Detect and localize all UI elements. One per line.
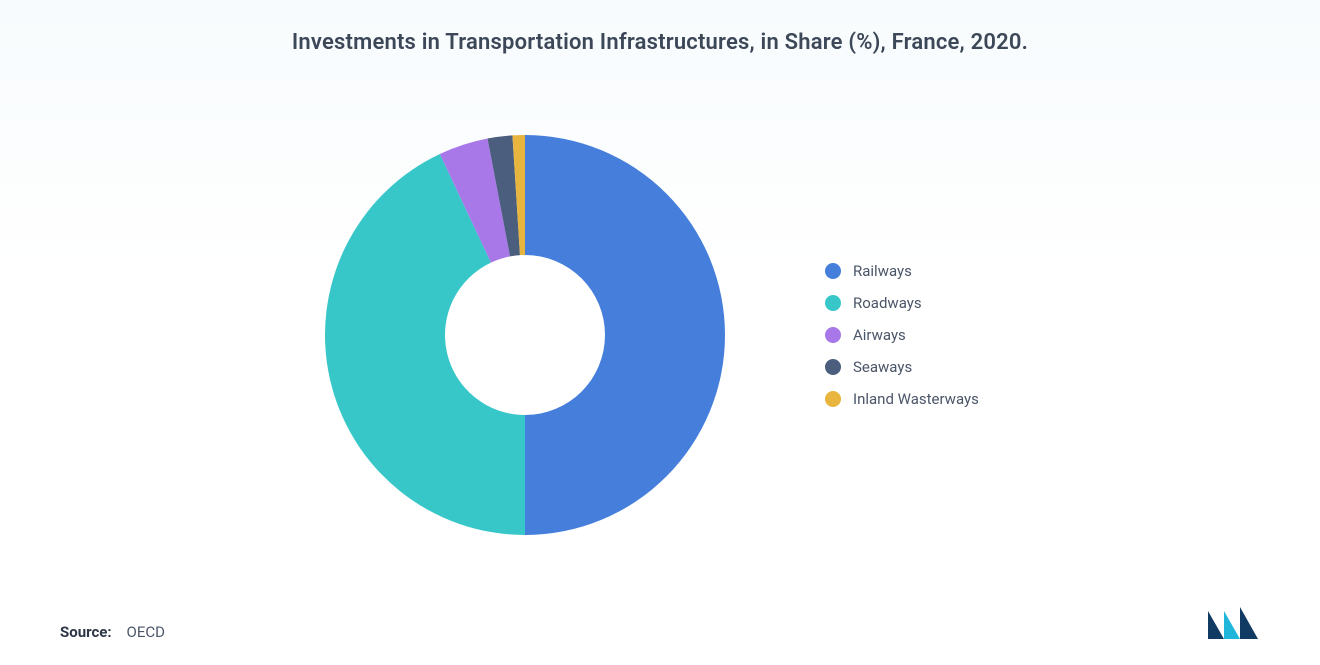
legend-label: Seaways [853, 358, 912, 376]
chart-container: Investments in Transportation Infrastruc… [0, 0, 1320, 665]
legend-item: Railways [825, 262, 1045, 280]
chart-row: Railways Roadways Airways Seaways Inland Was… [40, 75, 1280, 595]
legend-item: Airways [825, 326, 1045, 344]
legend-label: Airways [853, 326, 906, 344]
donut-svg [315, 125, 735, 545]
legend-swatch [825, 359, 841, 375]
donut-slice [525, 135, 725, 535]
legend-label: Roadways [853, 294, 922, 312]
legend: Railways Roadways Airways Seaways Inland Was… [825, 262, 1045, 408]
legend-swatch [825, 327, 841, 343]
footer: Source: OECD [40, 605, 1280, 645]
legend-item: Roadways [825, 294, 1045, 312]
source-label: Source: [60, 623, 112, 641]
source-text: Source: OECD [60, 623, 165, 641]
source-value: OECD [127, 623, 165, 641]
legend-label: Inland Wasterways [853, 390, 979, 408]
legend-label: Railways [853, 262, 912, 280]
logo-icon [1204, 605, 1260, 641]
legend-swatch [825, 391, 841, 407]
legend-swatch [825, 295, 841, 311]
donut-chart [315, 125, 735, 545]
brand-logo [1204, 605, 1260, 641]
chart-title: Investments in Transportation Infrastruc… [40, 30, 1280, 55]
legend-item: Seaways [825, 358, 1045, 376]
legend-item: Inland Wasterways [825, 390, 1045, 408]
legend-swatch [825, 263, 841, 279]
